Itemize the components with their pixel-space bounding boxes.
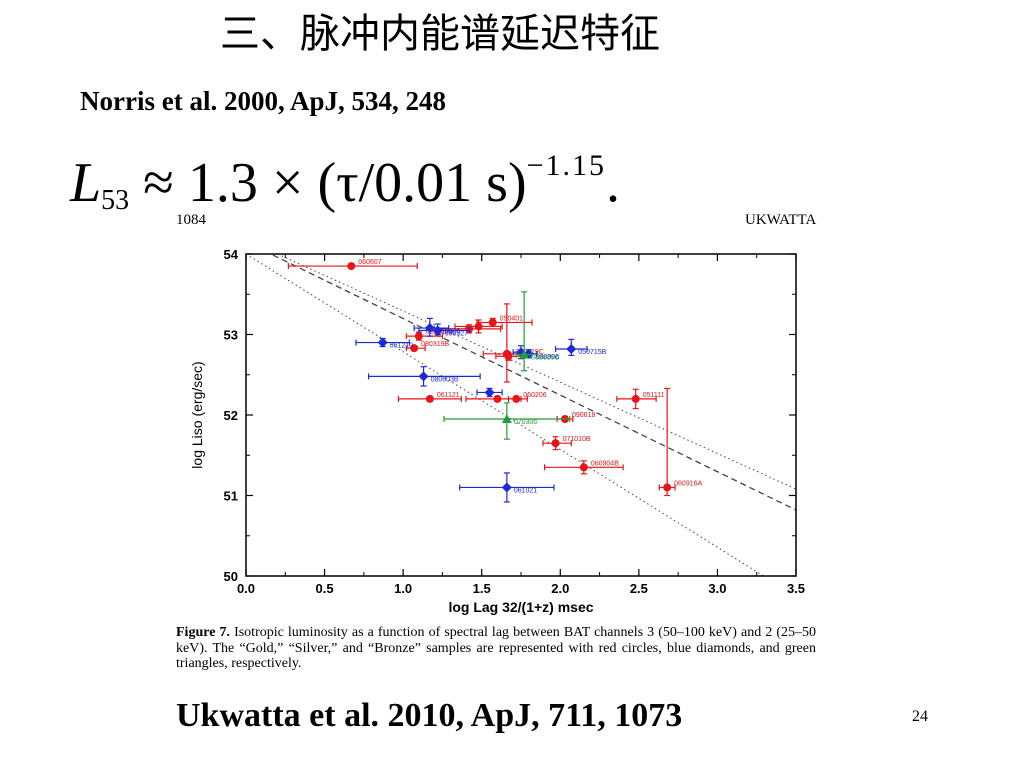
bronze-triangle-marker [519,349,530,359]
x-axis-label: log Lag 32/(1+z) msec [448,599,593,615]
grb-label: 060916A [674,480,702,487]
formula-lhs: L [70,152,102,214]
gold-circle-marker [663,483,672,492]
grb-label: 080319B [421,341,449,348]
gold-data-point [465,394,522,403]
grb-label: 050401 [500,315,523,322]
figure-caption: Figure 7. Isotropic luminosity as a func… [176,625,816,672]
gold-data-point: 060916A [658,387,703,497]
y-tick-label: 53 [224,328,238,343]
silver-data-point: 080603B [367,366,481,387]
silver-data-point: 050715B [554,338,607,357]
grb-label: 070306 [514,419,537,426]
silver-diamond-marker [377,337,388,348]
reference-norris: Norris et al. 2000, ApJ, 534, 248 [80,86,446,116]
x-tick-label: 2.5 [630,581,648,596]
x-tick-label: 3.5 [787,581,805,596]
gold-data-point: 060206 [507,392,547,403]
gold-data-point: 050401 [476,315,533,328]
bronze-data-point: 080605C [515,291,560,372]
grb-label: 060926 [437,328,460,335]
gold-circle-marker [512,394,521,403]
slide-page-number: 24 [912,708,928,725]
grb-label: 050715B [578,349,606,356]
silver-data-point: 061210 [355,337,413,350]
gold-circle-marker [410,344,419,353]
y-tick-label: 50 [224,569,238,584]
silver-diamond-marker [432,325,443,336]
gold-data-point: 090618 [556,412,595,424]
grb-label: 060607 [358,259,381,266]
grb-label: 060904B [591,460,619,467]
lag-luminosity-formula: L53 ≈ 1.3 × (τ/0.01 s)−1.15. [70,130,620,237]
gold-series: 060607080319B080319B050401080319C0611210… [287,259,703,497]
fit-lines [246,254,796,576]
grb-label: 080603B [431,376,459,383]
grb-label: 061210 [390,343,413,350]
bronze-triangle-marker [501,414,512,424]
silver-diamond-marker [418,371,429,382]
bronze-series: 080605C 070306 [443,291,571,440]
x-tick-label: 1.0 [394,581,412,596]
grb-label: 080605C [531,355,559,362]
silver-data-point: 080927 [418,323,470,337]
scatter-bound-line [277,254,796,490]
formula-exponent: −1.15 [526,149,607,182]
journal-page-number: 1084 [176,212,206,228]
plot-frame [245,253,797,577]
gold-circle-marker [631,394,640,403]
gold-data-point: 080319B [405,341,450,353]
gold-circle-marker [488,318,497,327]
grb-label: 080906 [536,354,559,361]
x-tick-label: 0.0 [237,581,255,596]
gold-circle-marker [579,463,588,472]
formula-end: . [606,152,621,214]
silver-diamond-marker [484,387,495,398]
gold-circle-marker [474,322,483,331]
x-tick-label: 2.0 [551,581,569,596]
x-tick-label: 0.5 [316,581,334,596]
gold-data-point: 060904B [543,460,624,475]
grb-label: 090618 [572,412,595,419]
gold-circle-marker [493,394,502,403]
lag-luminosity-chart: 0.0 0.5 1.0 1.5 2.0 2.5 3.0 3.5 50 51 52 53 54 log La… [180,238,810,620]
gold-data-point: 071010B [542,436,591,451]
silver-diamond-marker [566,343,577,354]
gold-circle-marker [414,332,423,341]
bronze-data-point: 070306 [443,402,571,440]
y-axis-label: log Liso (erg/sec) [189,361,205,468]
chart-svg: 0.0 0.5 1.0 1.5 2.0 2.5 3.0 3.5 50 51 52 53 54 log La… [189,247,805,615]
grb-label: 071010B [563,436,591,443]
y-tick-label: 52 [224,408,238,423]
grb-label: 080927 [445,330,468,337]
x-tick-label: 1.5 [473,581,491,596]
grb-label: 061021 [514,487,537,494]
y-tick-label: 51 [224,489,238,504]
y-tick-label: 54 [224,247,239,262]
x-tick-label: 3.0 [708,581,726,596]
journal-running-head: UKWATTA [745,212,817,228]
silver-data-point [476,387,503,398]
formula-lhs-subscript: 53 [101,185,130,216]
reference-ukwatta: Ukwatta et al. 2010, ApJ, 711, 1073 [176,697,683,734]
gold-data-point: 061121 [397,392,462,403]
gold-data-point: 051111 [616,388,665,410]
caption-label: Figure 7. [176,625,230,640]
gold-circle-marker [504,352,513,361]
caption-text: Isotropic luminosity as a function of sp… [176,625,817,671]
gold-circle-marker [425,394,434,403]
gold-circle-marker [551,439,560,448]
gold-circle-marker [347,262,356,271]
slide-title: 三、脉冲内能谱延迟特征 [220,11,660,57]
grb-label: 060206 [523,392,546,399]
silver-diamond-marker [501,482,512,493]
grb-label: 061121 [437,392,460,399]
gold-data-point: 060607 [287,259,418,271]
best-fit-line [269,254,796,511]
grb-label: 051111 [643,392,665,399]
formula-rhs: ≈ 1.3 × (τ/0.01 s) [143,152,527,214]
silver-data-point: 061021 [459,472,555,503]
